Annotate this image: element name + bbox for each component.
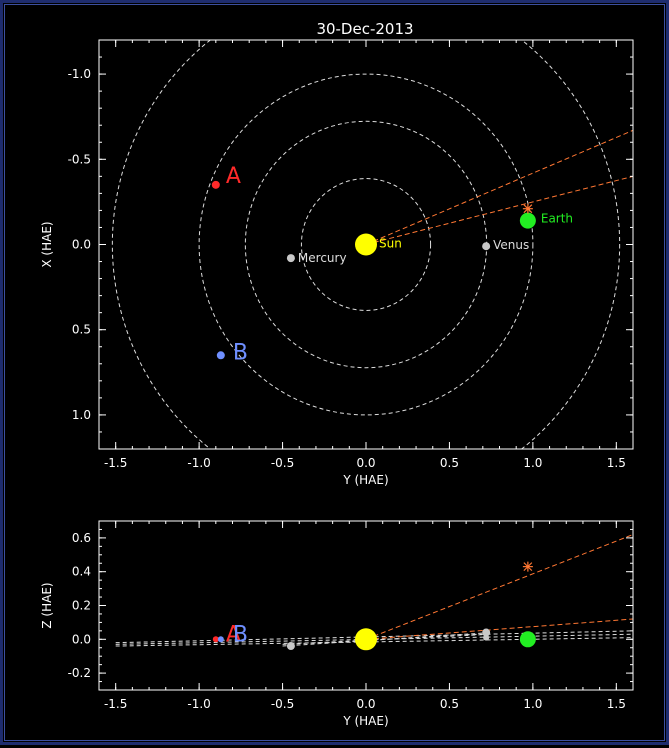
plot-title: 30-Dec-2013 (316, 20, 413, 38)
xtick-label: 1.0 (523, 697, 542, 711)
orbit-2 (198, 73, 534, 416)
xtick-label: 1.5 (607, 697, 626, 711)
xtick-label: 1.5 (607, 456, 626, 470)
body-sun (355, 233, 377, 256)
label-a: A (226, 622, 241, 647)
xtick-label: -1.0 (187, 697, 210, 711)
body-venus (482, 242, 491, 251)
xtick-label: 0.5 (440, 456, 459, 470)
body-venus2 (483, 634, 490, 641)
orbit-0 (300, 178, 432, 311)
body-mercury (286, 254, 295, 263)
xtick-label: 1.0 (523, 456, 542, 470)
body-b (216, 351, 225, 360)
label-a: A (226, 164, 241, 189)
orbit-track-3 (282, 632, 492, 647)
xtick-label: -0.5 (271, 456, 294, 470)
label-b: B (233, 622, 248, 647)
xtick-label: -1.5 (104, 456, 127, 470)
orbit-track-0 (115, 633, 633, 645)
top-panel: Sun Mercury Venus Earth A B -1.5 -1.0 -0.5 0.0 0.5… (40, 39, 634, 487)
bottom-panel: AB -1.5 -1.0 -0.5 0.0 0.5 1.0 1.5 -0.2 0.0 0.2 0.4 0… (40, 520, 634, 728)
x-axis-title: Y (HAE) (342, 714, 388, 728)
body-venus (482, 628, 491, 637)
xtick-label: -0.5 (271, 697, 294, 711)
star-stroke-3 (523, 204, 533, 214)
orbit-track-2 (115, 637, 633, 647)
xtick-label: -1.0 (187, 456, 210, 470)
y-axis-title: Z (HAE) (40, 582, 54, 628)
xtick-label: 0.0 (356, 456, 375, 470)
plot-area: AB (115, 534, 633, 651)
orbit-track-1 (115, 630, 633, 644)
xtick-label: -1.5 (104, 697, 127, 711)
orbit-track-4 (282, 633, 492, 645)
ytick-label: 0.0 (72, 238, 91, 252)
orbit-3 (111, 40, 621, 449)
ytick-label: 0.5 (72, 323, 91, 337)
body-b (217, 636, 224, 643)
star-marker (522, 203, 533, 214)
ytick-label: 0.0 (72, 632, 91, 646)
fov-line-1 (365, 618, 633, 640)
xtick-label: 0.5 (440, 697, 459, 711)
ytick-label: 0.2 (72, 599, 91, 613)
body-sun (355, 628, 377, 651)
y-axis-title: X (HAE) (40, 221, 54, 267)
plot-area: Sun Mercury Venus Earth A B (111, 40, 633, 449)
fov-line-1 (365, 175, 633, 245)
ytick-label: -0.5 (68, 152, 91, 166)
label-b: B (233, 340, 248, 365)
xtick-label: 0.0 (356, 697, 375, 711)
ytick-label: -1.0 (68, 67, 91, 81)
body-mercury (286, 642, 295, 651)
star-stroke-3 (523, 562, 533, 572)
plot-frame (98, 520, 634, 691)
star-marker (522, 561, 533, 572)
body-a (211, 180, 220, 189)
ytick-label: 1.0 (72, 408, 91, 422)
ytick-label: 0.4 (72, 565, 91, 579)
ytick-label: 0.6 (72, 531, 91, 545)
label-earth: Earth (541, 212, 573, 226)
label-venus: Venus (493, 238, 529, 252)
ytick-label: -0.2 (68, 666, 91, 680)
fov-line-0 (365, 534, 633, 640)
body-earth (519, 212, 536, 229)
x-axis-title: Y (HAE) (342, 473, 388, 487)
body-a (212, 636, 219, 643)
label-mercury: Mercury (298, 251, 347, 265)
fov-line-0 (365, 129, 633, 245)
label-sun: Sun (379, 237, 402, 251)
body-earth (519, 631, 536, 648)
